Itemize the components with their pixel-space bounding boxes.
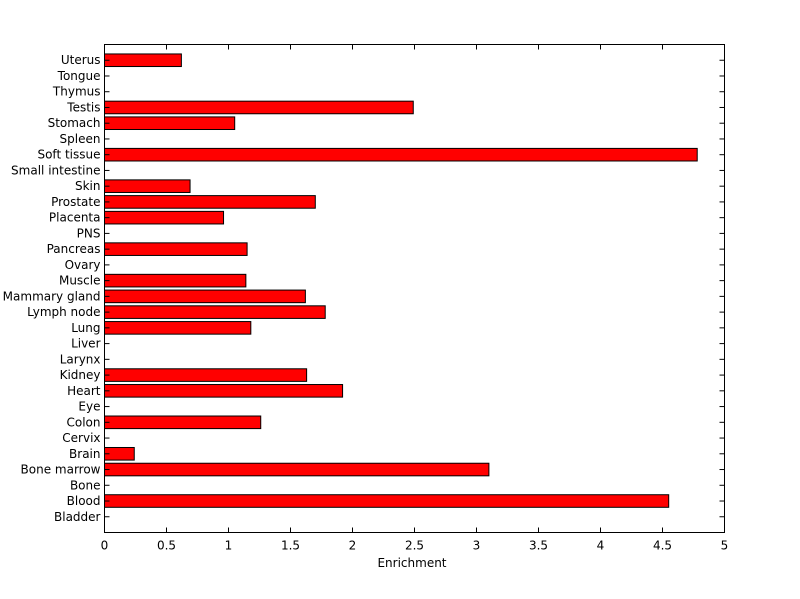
bar-blood [104,494,670,508]
y-tick-label: Small intestine [11,163,100,177]
x-tick-label: 4 [597,539,605,553]
y-tick-label: Blood [67,494,101,508]
y-tick-label: Cervix [62,431,100,445]
x-tick-label: 4.5 [653,539,672,553]
x-ticks-group: 0 0.5 1 1.5 2 2.5 3 3.5 4 4.5 5 [101,44,729,553]
y-tick-label: Lymph node [27,305,100,319]
bar-prostate [104,195,316,209]
bar-uterus [104,53,182,68]
y-tick-label: Muscle [59,274,101,288]
bar-mammary-gland [104,289,306,304]
y-tick-label: Ovary [65,258,101,272]
y-tick-label: Pancreas [47,242,101,256]
y-tick-label: Eye [78,400,100,414]
y-tick-label: Lung [71,321,100,335]
y-tick-label: Larynx [60,352,101,366]
y-tick-label: Bone marrow [21,463,101,477]
bar-stomach [104,116,236,131]
y-tick-label: Placenta [49,211,101,225]
y-tick-label: Thymus [52,85,101,99]
y-tick-label: Tongue [57,69,101,83]
bar-heart [104,384,344,398]
x-tick-label: 1.5 [281,539,300,553]
x-tick-label: 2 [349,539,357,553]
bar-pancreas [104,242,248,256]
x-axis-title: Enrichment [377,556,446,570]
y-tick-label: Liver [71,337,101,351]
y-tick-label: Bone [70,478,101,492]
y-tick-label: Spleen [60,132,101,146]
bar-testis [104,100,414,115]
y-tick-label: Uterus [61,53,101,67]
bar-placenta [104,210,225,225]
bar-soft-tissue [104,147,698,162]
y-tick-label: Kidney [60,368,101,382]
bar-bone-marrow [104,462,490,477]
x-tick-label: 0 [101,539,109,553]
y-tick-label: Bladder [54,510,101,524]
x-tick-label: 5 [721,539,729,553]
x-tick-label: 2.5 [405,539,424,553]
bar-lung [104,321,252,335]
y-tick-label: Prostate [51,195,100,209]
bar-kidney [104,368,308,382]
x-tick-label: 0.5 [157,539,176,553]
x-tick-label: 3.5 [529,539,548,553]
bar-colon [104,415,262,430]
y-tick-label: Heart [67,384,101,398]
y-tick-label: Brain [69,447,100,461]
bar-lymph-node [104,305,326,319]
bars-group [104,53,698,508]
y-tick-label: Colon [66,415,100,429]
y-tick-label: Testis [66,100,100,114]
y-tick-label: Skin [75,179,101,193]
bar-skin [104,179,191,193]
bar-muscle [104,273,247,288]
x-tick-label: 1 [225,539,233,553]
y-tick-label: Stomach [48,116,101,130]
y-tick-label: PNS [77,226,101,240]
x-tick-label: 3 [473,539,481,553]
y-tick-label: Mammary gland [3,289,101,303]
y-tick-label: Soft tissue [37,148,100,162]
